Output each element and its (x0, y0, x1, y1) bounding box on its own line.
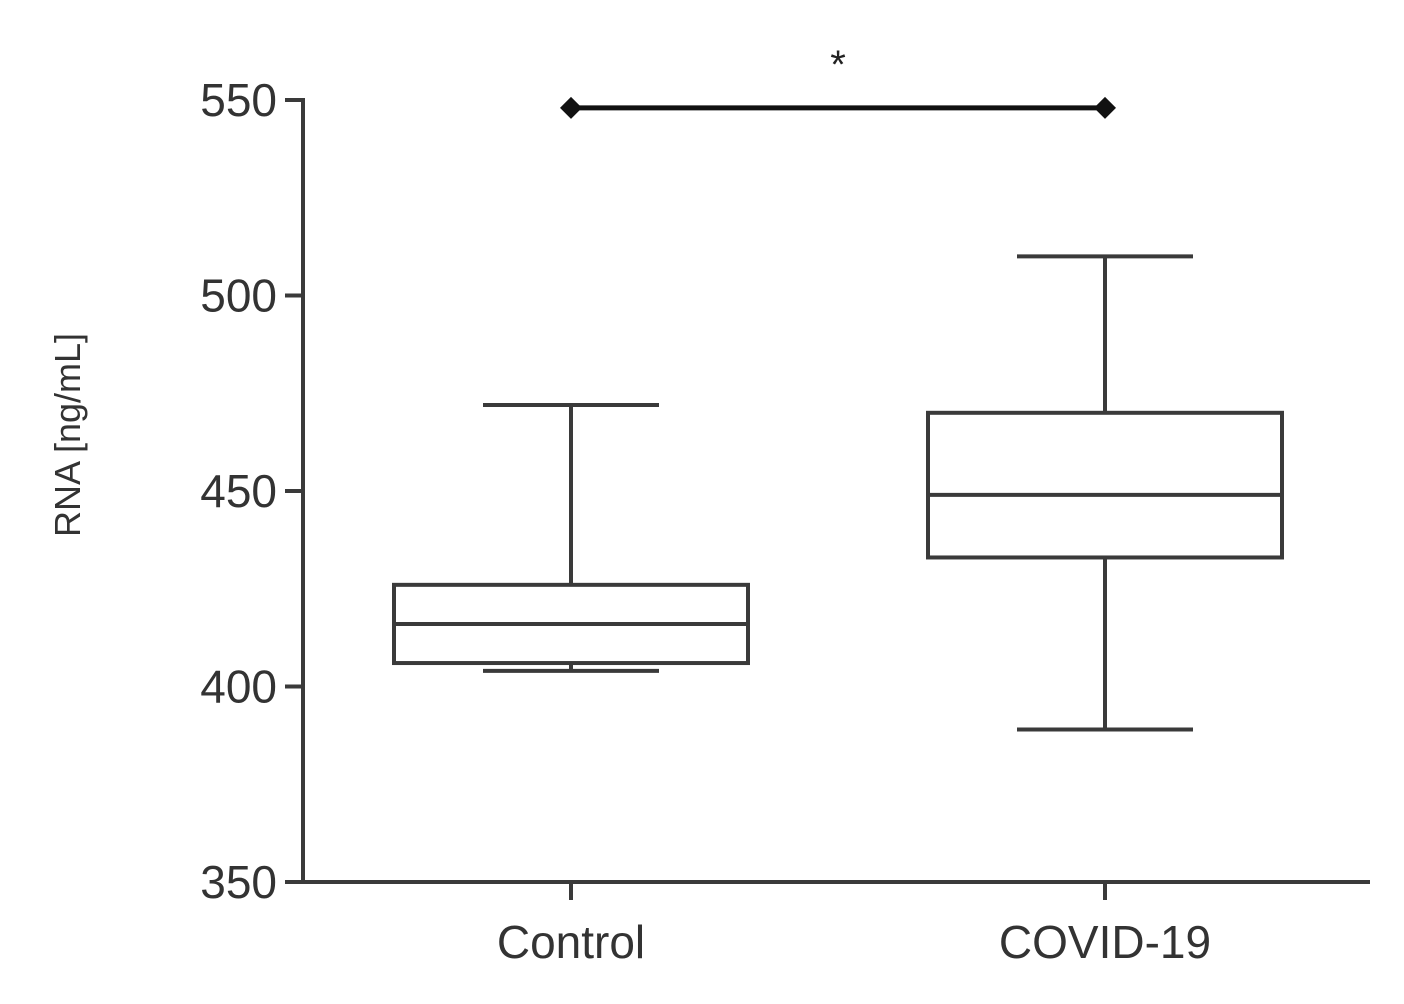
box-body-covid-19 (926, 410, 1284, 560)
y-tick-label-500: 500 (200, 270, 277, 322)
boxes (392, 254, 1284, 732)
y-tick-label-450: 450 (200, 465, 277, 517)
y-tick-label-350: 350 (200, 856, 277, 908)
significance-label: * (830, 43, 846, 87)
box-control (392, 402, 750, 673)
significance-marker-right (1094, 96, 1116, 119)
y-axis-title: RNA [ng/mL] (47, 333, 88, 537)
x-tick-label-covid-19: COVID-19 (999, 916, 1211, 968)
x-axis: Control COVID-19 (301, 880, 1370, 968)
y-tick-label-400: 400 (200, 661, 277, 713)
significance-marker-left (560, 96, 582, 119)
significance-bracket: * (560, 43, 1116, 119)
box-covid-19 (926, 254, 1284, 732)
y-axis: 350 400 450 500 550 (200, 74, 305, 908)
y-tick-label-550: 550 (200, 74, 277, 126)
x-tick-label-control: Control (497, 916, 645, 968)
